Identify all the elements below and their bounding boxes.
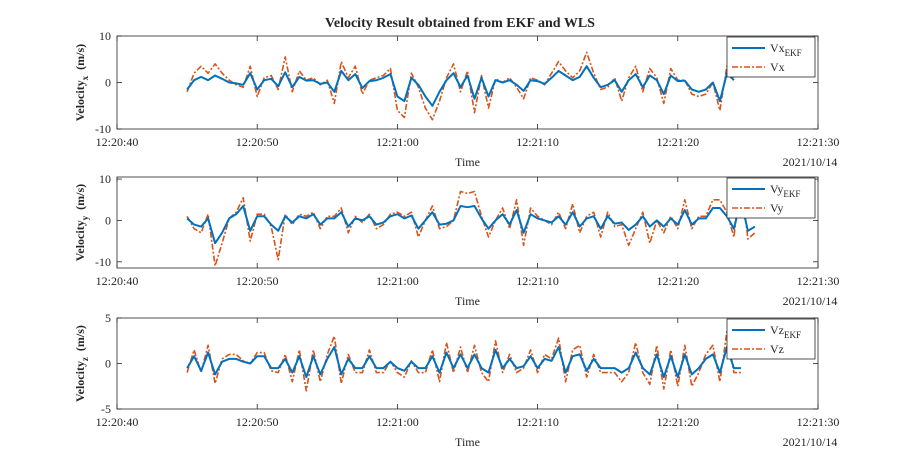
- x-tick-label: 12:21:30: [797, 415, 840, 429]
- legend-label-base: Vx: [770, 41, 785, 55]
- axes-box: [116, 176, 819, 269]
- x-tick-label: 12:20:40: [96, 135, 139, 149]
- y-tick-label: -10: [95, 122, 111, 136]
- x-axis-label: Time: [455, 155, 480, 169]
- series-line-vz-ekf: [186, 346, 741, 379]
- series-line-vx-ekf: [186, 65, 735, 107]
- series-line-vy: [186, 178, 756, 267]
- x-tick-label: 12:21:00: [376, 274, 419, 288]
- y-label-main: Velocity: [73, 80, 87, 121]
- date-label: 2021/10/14: [783, 435, 838, 449]
- y-label-unit: (m/s): [73, 325, 87, 351]
- legend-label-ekf: VyEKF: [770, 182, 800, 199]
- y-tick-label: -10: [95, 255, 111, 269]
- legend-label-sub: EKF: [783, 189, 800, 199]
- date-label: 2021/10/14: [783, 294, 838, 308]
- subplots: 12:20:40 12:20:50 12:21:00 12:21:10 12:21:20…: [73, 29, 839, 449]
- y-tick-label: 5: [105, 311, 111, 325]
- y-tick-label: 0: [105, 76, 111, 90]
- legend-label-base: Vy: [770, 182, 783, 196]
- subplot-x: 12:20:40 12:20:50 12:21:00 12:21:10 12:21:20…: [73, 29, 839, 169]
- x-tick-label: 12:21:20: [656, 135, 699, 149]
- y-label-main: Velocity: [73, 220, 87, 261]
- x-tick-label: 12:21:00: [376, 415, 419, 429]
- y-label-unit: (m/s): [73, 44, 87, 70]
- x-axis-label: Time: [455, 294, 480, 308]
- y-label-subscript: x: [80, 75, 90, 80]
- x-tick-label: 12:21:10: [516, 415, 559, 429]
- x-tick-label: 12:21:10: [516, 135, 559, 149]
- x-axis-label: Time: [455, 435, 480, 449]
- plot-area: [117, 177, 818, 268]
- x-tick-label: 12:20:40: [96, 274, 139, 288]
- series-line-vx: [186, 51, 735, 121]
- legend-label-wls: Vy: [770, 201, 783, 215]
- x-tick-label: 12:20:50: [236, 415, 279, 429]
- legend-label-base: Vy: [770, 201, 783, 215]
- legend-label-sub: EKF: [784, 330, 801, 340]
- x-tick-label: 12:20:40: [96, 415, 139, 429]
- y-axis-label: Velocityy (m/s): [73, 184, 90, 261]
- y-tick-label: 0: [105, 357, 111, 371]
- y-tick-label: -5: [101, 402, 111, 416]
- legend-box: [726, 177, 816, 219]
- legend-label-ekf: VxEKF: [770, 41, 802, 58]
- figure-title: Velocity Result obtained from EKF and WL…: [325, 16, 595, 31]
- x-tick-label: 12:21:30: [797, 135, 840, 149]
- y-axis-label: Velocityx (m/s): [73, 44, 90, 121]
- x-tick-label: 12:21:20: [656, 274, 699, 288]
- y-tick-label: 0: [105, 213, 111, 227]
- subplot-z: 12:20:40 12:20:50 12:21:00 12:21:10 12:21:20…: [73, 311, 839, 449]
- y-label-unit: (m/s): [73, 184, 87, 210]
- y-tick-label: 10: [99, 172, 111, 186]
- subplot-y: 12:20:40 12:20:50 12:21:00 12:21:10 12:21:20…: [73, 172, 839, 308]
- legend-box: [726, 36, 816, 78]
- y-label-subscript: z: [80, 357, 90, 361]
- legend-label-base: Vz: [770, 323, 784, 337]
- date-label: 2021/10/14: [783, 155, 838, 169]
- legend-label-sub: EKF: [785, 48, 802, 58]
- y-label-main: Velocity: [73, 361, 87, 402]
- legend-box: [726, 318, 816, 360]
- legend-label-base: Vz: [770, 342, 784, 356]
- legend-label-base: Vx: [770, 60, 785, 74]
- series-line-vz: [186, 330, 741, 392]
- legend-label-ekf: VzEKF: [770, 323, 801, 340]
- x-tick-label: 12:21:10: [516, 274, 559, 288]
- legend-label-wls: Vz: [770, 342, 784, 356]
- x-tick-label: 12:21:30: [797, 274, 840, 288]
- series-line-vy-ekf: [186, 198, 756, 245]
- y-tick-label: 10: [99, 29, 111, 43]
- x-tick-label: 12:21:00: [376, 135, 419, 149]
- y-label-subscript: y: [80, 215, 90, 220]
- y-axis-label: Velocityz (m/s): [73, 325, 90, 402]
- legend-label-wls: Vx: [770, 60, 785, 74]
- x-tick-label: 12:20:50: [236, 274, 279, 288]
- x-tick-label: 12:21:20: [656, 415, 699, 429]
- x-tick-label: 12:20:50: [236, 135, 279, 149]
